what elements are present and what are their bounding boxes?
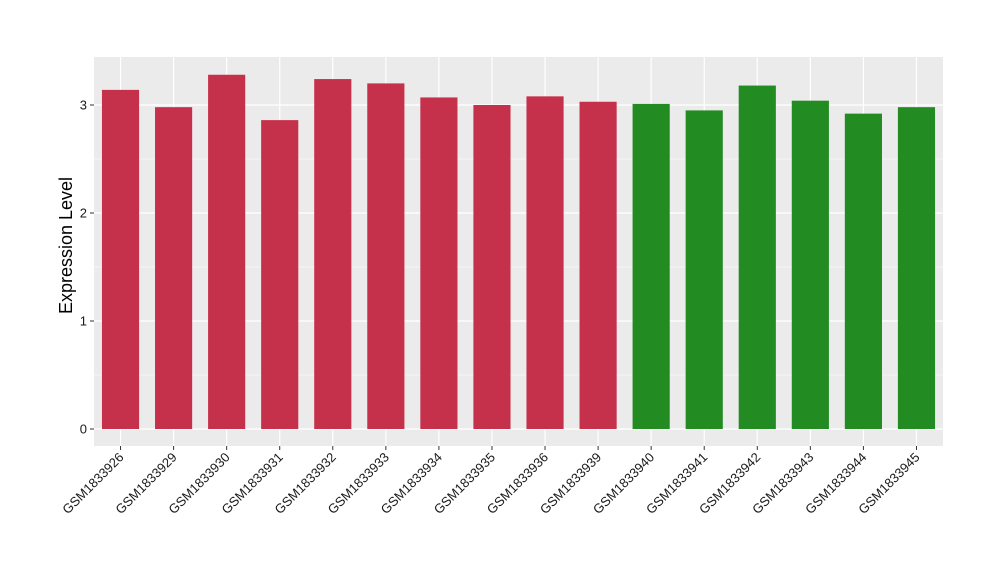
y-axis: 0 1 2 3 [80,98,94,437]
bar-GSM1833933 [367,83,405,430]
x-axis: GSM1833926GSM1833929GSM1833930GSM1833931… [59,446,923,517]
bar-GSM1833940 [632,103,670,430]
bar-GSM1833934 [420,97,458,429]
bar-GSM1833936 [526,96,564,430]
bar-GSM1833935 [473,105,511,429]
y-tick-label: 0 [80,422,87,437]
bar-GSM1833939 [579,101,617,429]
y-tick-label: 1 [80,314,87,329]
bar-GSM1833943 [791,100,829,430]
bar-GSM1833930 [208,74,246,429]
bar-GSM1833931 [261,120,299,430]
y-tick-label: 3 [80,98,87,113]
bar-GSM1833941 [685,110,723,430]
y-tick-label: 2 [80,206,87,221]
bar-GSM1833932 [314,79,352,429]
bar-GSM1833929 [155,107,193,429]
bar-GSM1833926 [101,89,140,429]
bar-GSM1833944 [844,113,882,429]
bar-GSM1833945 [897,107,936,429]
y-axis-title: Expression Level [56,177,76,314]
bar-GSM1833942 [738,85,776,429]
bars [101,74,936,430]
